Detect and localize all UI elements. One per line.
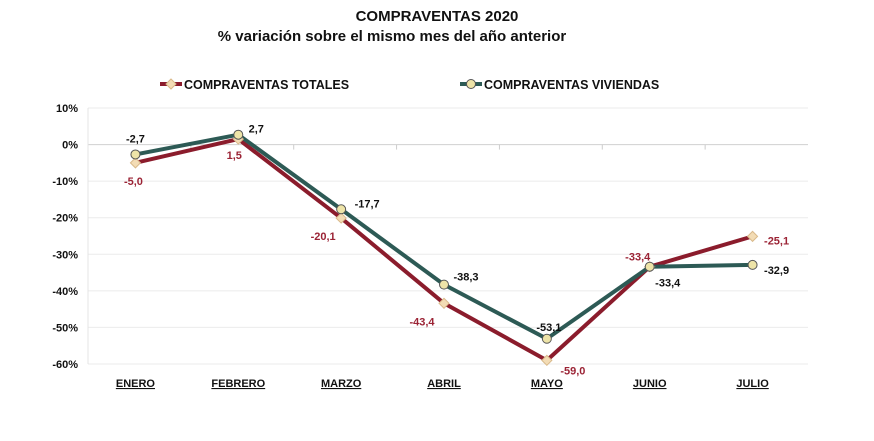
data-point-viviendas (439, 279, 449, 290)
y-tick-label: -50% (52, 322, 78, 334)
chart-title: COMPRAVENTAS 2020 (355, 8, 519, 25)
y-tick-label: -40% (52, 286, 78, 298)
data-label: -43,4 (409, 316, 435, 328)
data-label: -32,9 (764, 265, 789, 277)
y-tick-label: 0% (62, 140, 78, 152)
data-point-viviendas (233, 129, 244, 140)
data-point-viviendas (130, 149, 141, 160)
x-tick-label: JUNIO (633, 378, 667, 390)
data-point-viviendas (747, 259, 758, 270)
x-tick-label: ABRIL (427, 378, 461, 390)
data-label: -38,3 (453, 272, 478, 284)
data-point-totales (129, 157, 142, 169)
data-label: -53,1 (536, 322, 561, 334)
y-tick-label: -20% (52, 213, 78, 225)
legend-marker-circle-icon (466, 79, 476, 89)
legend-label: COMPRAVENTAS VIVIENDAS (484, 78, 659, 92)
data-label: -17,7 (355, 198, 380, 210)
data-label: -20,1 (311, 231, 336, 243)
legend-marker-diamond-icon (165, 78, 177, 90)
data-label: 1,5 (227, 150, 242, 162)
x-tick-label: FEBRERO (211, 378, 265, 390)
x-tick-label: MARZO (321, 378, 362, 390)
data-point-viviendas (644, 261, 655, 272)
data-label: 2,7 (249, 124, 264, 136)
y-tick-label: -60% (52, 359, 78, 371)
data-point-viviendas (541, 333, 552, 344)
y-tick-label: 10% (56, 103, 78, 115)
data-label: -2,7 (126, 133, 145, 145)
data-label: -33,4 (625, 252, 651, 264)
data-point-totales (746, 230, 759, 243)
y-tick-label: -30% (52, 249, 78, 261)
data-point-totales (541, 354, 553, 367)
data-label: -59,0 (560, 365, 585, 377)
data-point-totales (335, 212, 347, 224)
legend-label: COMPRAVENTAS TOTALES (184, 78, 349, 92)
data-point-viviendas (336, 204, 347, 215)
y-tick-label: -10% (52, 176, 78, 188)
data-point-totales (438, 297, 450, 309)
data-label: -25,1 (764, 235, 789, 247)
data-label: -5,0 (124, 176, 143, 188)
x-tick-label: ENERO (116, 378, 156, 390)
chart-subtitle: % variación sobre el mismo mes del año a… (217, 28, 567, 45)
x-tick-label: MAYO (531, 378, 563, 390)
x-tick-label: JULIO (736, 378, 769, 390)
data-label: -33,4 (655, 278, 681, 290)
